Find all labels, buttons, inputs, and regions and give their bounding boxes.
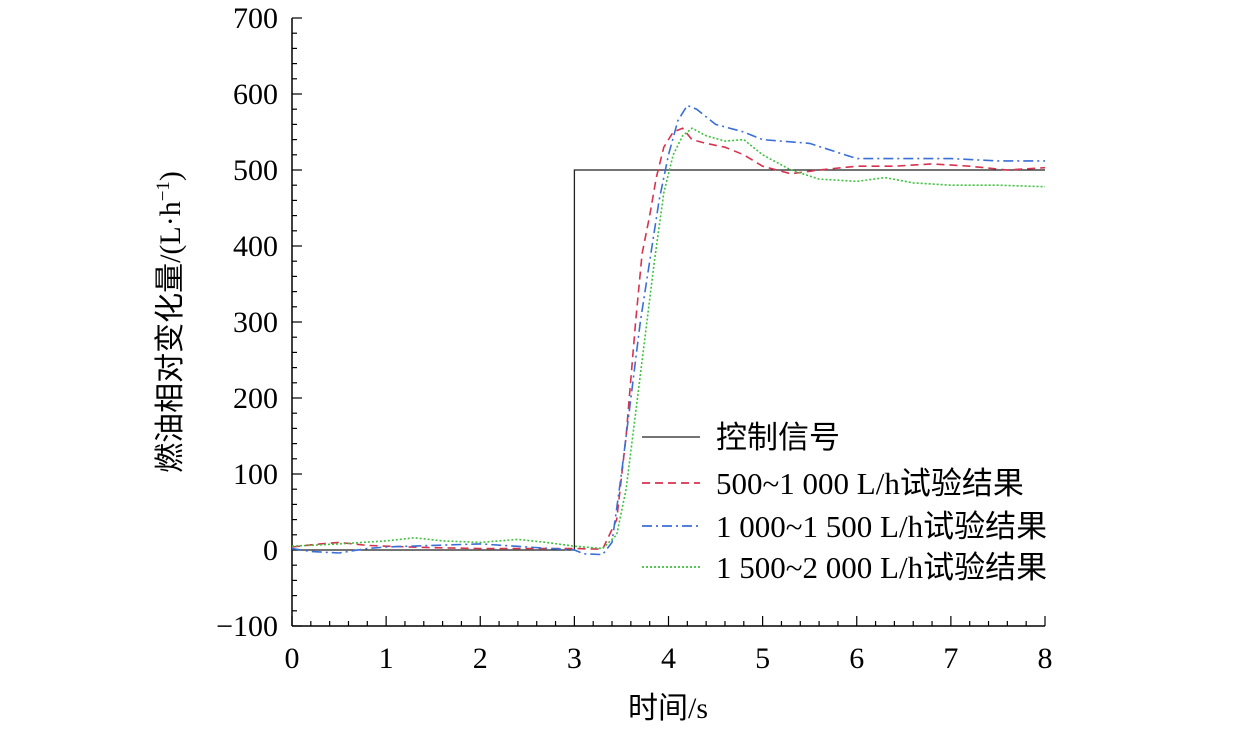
y-tick-label: 500 [233,154,278,187]
y-tick-label: 600 [233,78,278,111]
y-axis-title: 燃油相对变化量/(L·h−1) [153,171,187,473]
series-line-2 [291,127,1046,551]
x-tick-label: 6 [849,642,864,675]
x-tick-label: 3 [567,642,582,675]
y-axis-title-close: ) [154,171,187,181]
legend-label: 控制信号 [716,420,840,455]
x-tick-label: 0 [285,642,300,675]
x-tick-label: 8 [1038,642,1053,675]
y-tick-label: 300 [233,306,278,339]
y-axis-title-sup: −1 [153,181,174,201]
series-line-1 [292,169,1045,551]
y-axis-title-main: 燃油相对变化量/(L·h [154,201,187,473]
legend-label: 500~1 000 L/h试验结果 [716,466,1024,501]
x-tick-label: 5 [755,642,770,675]
y-tick-label: 700 [233,2,278,35]
y-tick-label: −100 [216,610,278,643]
x-axis-title: 时间/s [628,692,708,725]
series-line-4 [291,127,1046,550]
y-tick-label: 100 [233,458,278,491]
x-tick-label: 4 [661,642,676,675]
x-tick-label: 1 [379,642,394,675]
series-line-3 [291,104,1045,556]
y-tick-label: 0 [263,534,278,567]
plot-lines [291,104,1046,556]
x-tick-label: 7 [943,642,958,675]
x-tick-label: 2 [473,642,488,675]
legend-label: 1 000~1 500 L/h试验结果 [716,509,1047,544]
legend: 控制信号 500~1 000 L/h试验结果 1 000~1 500 L/h试验结果… [642,420,1047,585]
y-tick-label: 400 [233,230,278,263]
legend-label: 1 500~2 000 L/h试验结果 [716,550,1047,585]
y-tick-label: 200 [233,382,278,415]
